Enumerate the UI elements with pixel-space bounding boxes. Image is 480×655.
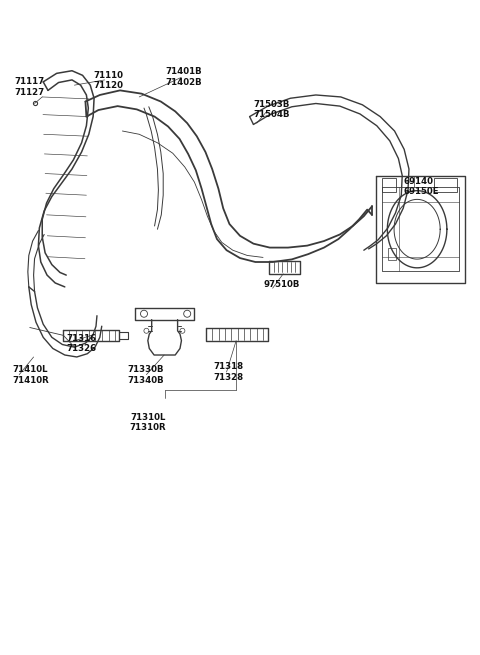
Text: 71310L
71310R: 71310L 71310R — [130, 413, 166, 432]
Bar — [382, 178, 396, 192]
Text: 71401B
71402B: 71401B 71402B — [166, 67, 202, 87]
Text: 69140
69150E: 69140 69150E — [403, 177, 439, 196]
Text: 71117
71127: 71117 71127 — [14, 77, 45, 97]
Text: 71503B
71504B: 71503B 71504B — [253, 100, 290, 119]
Bar — [434, 178, 457, 192]
Text: 71330B
71340B: 71330B 71340B — [127, 365, 164, 385]
Text: 71410L
71410R: 71410L 71410R — [12, 365, 49, 385]
Text: 71316
71326: 71316 71326 — [66, 334, 96, 354]
Text: 97510B: 97510B — [263, 280, 300, 290]
Text: 71110
71120: 71110 71120 — [94, 71, 124, 90]
Text: 71318
71328: 71318 71328 — [214, 362, 244, 382]
Bar — [388, 248, 396, 260]
